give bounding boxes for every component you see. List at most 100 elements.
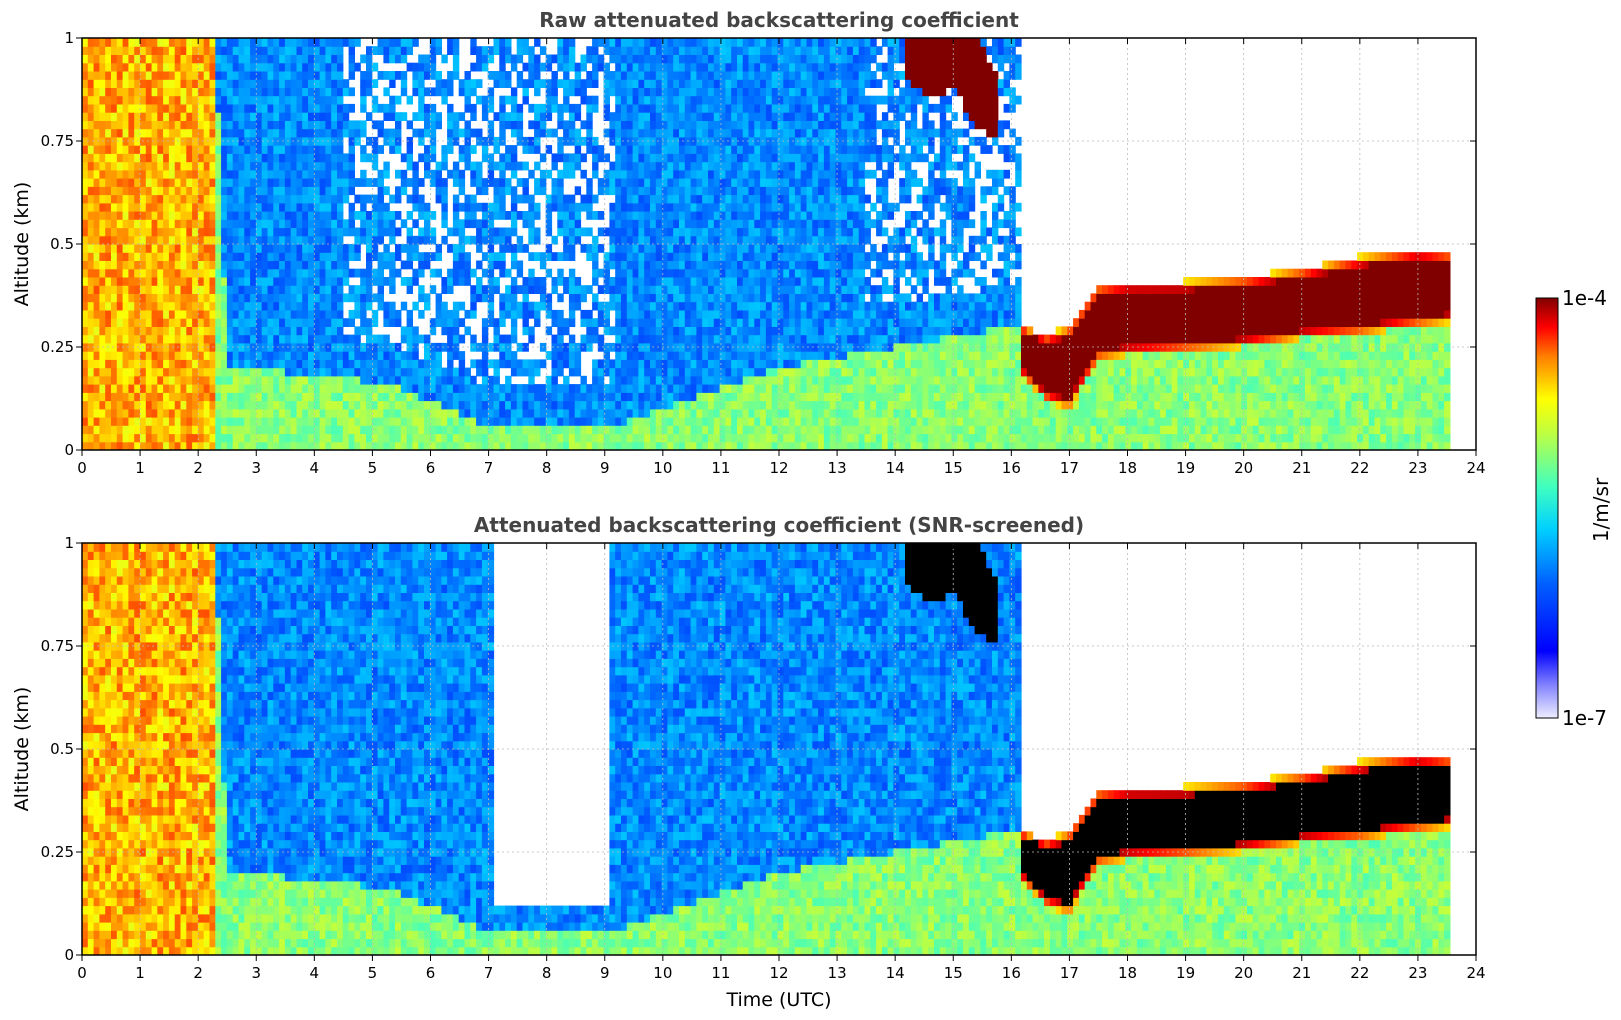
heatmap-cell [122,400,129,410]
heatmap-cell [238,153,245,163]
heatmap-cell [592,367,599,377]
heatmap-cell [679,260,686,270]
heatmap-cell [221,120,228,130]
heatmap-cell [180,87,187,97]
heatmap-cell [140,194,147,204]
heatmap-cell [134,375,141,385]
heatmap-cell [655,260,663,270]
heatmap-cell [580,87,587,97]
heatmap-cell [713,95,721,105]
heatmap-cell [725,293,732,303]
heatmap-cell [609,408,616,418]
heatmap-cell [684,120,692,130]
heatmap-cell [232,293,240,303]
heatmap-cell [679,417,686,426]
heatmap-cell [650,400,657,410]
heatmap-cell [221,293,228,303]
heatmap-cell [510,169,518,179]
heatmap-cell [534,71,541,80]
heatmap-cell [632,375,639,385]
heatmap-cell [499,309,506,319]
heatmap-cell [87,408,95,418]
heatmap-cell [505,145,512,154]
heatmap-cell [447,334,454,344]
heatmap-cell [603,285,610,294]
heatmap-cell [221,384,228,393]
heatmap-cell [319,62,326,72]
heatmap-cell [174,227,182,237]
heatmap-cell [522,309,529,319]
heatmap-cell [383,244,390,253]
heatmap-cell [255,425,263,435]
heatmap-cell [186,128,193,138]
heatmap-cell [157,219,164,229]
heatmap-cell [128,169,135,179]
heatmap-cell [284,227,292,237]
heatmap-cell [99,79,106,88]
heatmap-cell [493,433,500,443]
heatmap-cell [458,392,466,402]
heatmap-cell [122,103,129,113]
heatmap-cell [354,268,361,278]
heatmap-cell [238,301,245,311]
heatmap-cell [111,87,118,97]
heatmap-cell [679,194,686,204]
heatmap-cell [180,293,187,303]
heatmap-cell [441,79,448,88]
heatmap-cell [128,441,135,450]
heatmap-cell [244,235,251,245]
heatmap-cell [447,169,454,179]
heatmap-cell [383,38,390,47]
heatmap-cell [574,277,582,286]
heatmap-cell [157,71,164,80]
heatmap-cell [163,326,170,336]
heatmap-cell [192,194,199,204]
heatmap-cell [209,293,216,303]
heatmap-cell [180,145,187,154]
heatmap-cell [661,194,668,204]
heatmap-cell [719,71,726,80]
heatmap-cell [383,277,390,286]
heatmap-cell [574,128,582,138]
heatmap-cell [499,120,506,130]
heatmap-cell [621,425,628,435]
heatmap-cell [163,38,170,47]
heatmap-cell [690,326,697,336]
heatmap-cell [377,441,384,450]
heatmap-cell [684,441,692,450]
heatmap-cell [702,260,709,270]
heatmap-cell [82,400,89,410]
heatmap-cell [528,103,535,113]
heatmap-cell [441,178,448,187]
heatmap-cell [592,408,599,418]
heatmap-cell [366,408,373,418]
heatmap-cell [580,227,587,237]
heatmap-cell [574,62,582,72]
heatmap-cell [574,186,582,196]
heatmap-cell [319,54,326,64]
heatmap-cell [122,367,129,377]
heatmap-cell [690,392,697,402]
heatmap-cell [192,277,199,286]
heatmap-cell [221,136,228,146]
heatmap-cell [168,62,176,72]
heatmap-cell [111,103,118,113]
heatmap-cell [111,359,118,369]
heatmap-cell [568,235,576,245]
heatmap-cell [290,145,298,154]
heatmap-cell [655,285,663,294]
heatmap-cell [267,62,274,72]
heatmap-cell [731,46,738,55]
heatmap-cell [163,161,170,171]
heatmap-cell [505,293,512,303]
heatmap-cell [551,153,558,163]
heatmap-cell [568,417,576,426]
heatmap-cell [516,120,524,130]
heatmap-cell [505,95,512,105]
heatmap-cell [696,342,703,352]
heatmap-cell [655,268,663,278]
heatmap-cell [731,87,738,97]
heatmap-cell [192,318,199,327]
heatmap-cell [99,178,106,187]
heatmap-cell [708,178,715,187]
